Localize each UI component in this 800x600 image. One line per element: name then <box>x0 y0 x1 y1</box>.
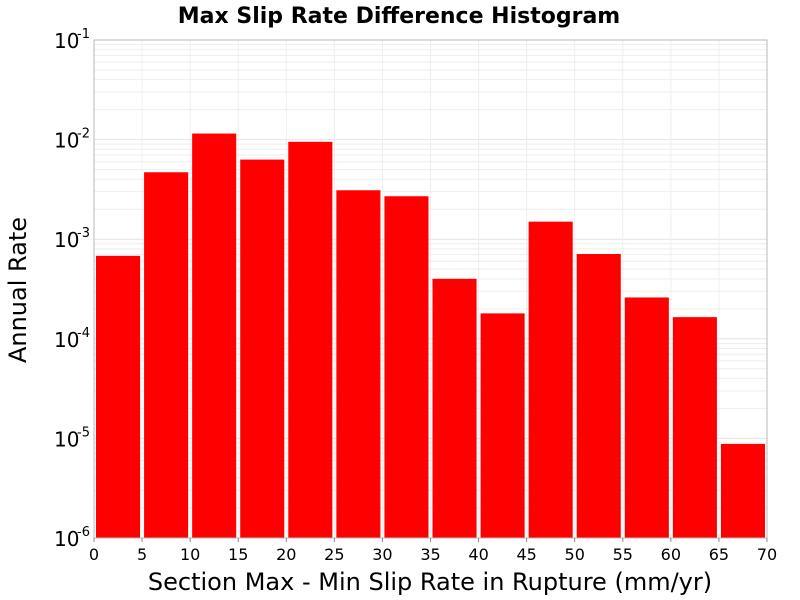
y-tick-label: 10-1 <box>54 27 90 53</box>
histogram-bar <box>480 313 525 538</box>
x-tick-label: 15 <box>228 545 248 564</box>
y-tick-label: 10-3 <box>54 226 90 252</box>
x-tick-label: 5 <box>137 545 147 564</box>
histogram-bar <box>144 172 189 539</box>
x-tick-label: 30 <box>372 545 392 564</box>
x-tick-label: 55 <box>613 545 633 564</box>
y-tick-exponent: -5 <box>77 425 90 440</box>
x-tick-label: 45 <box>516 545 536 564</box>
x-tick-label: 50 <box>565 545 585 564</box>
histogram-bar <box>528 221 573 538</box>
chart-title: Max Slip Rate Difference Histogram <box>178 4 620 29</box>
x-tick-label: 25 <box>324 545 344 564</box>
histogram-bar <box>432 278 477 538</box>
x-tick-label: 40 <box>468 545 488 564</box>
y-tick-base: 10 <box>54 29 79 53</box>
y-tick-label: 10-2 <box>54 127 90 153</box>
y-tick-base: 10 <box>54 328 79 352</box>
y-tick-label: 10-4 <box>54 326 90 352</box>
y-tick-base: 10 <box>54 228 79 252</box>
x-axis-ticks: 0 5 10 15 20 25 30 35 40 45 50 55 60 65 70 <box>89 538 777 564</box>
y-tick-base: 10 <box>54 129 79 153</box>
y-tick-label: 10-6 <box>54 525 90 551</box>
y-tick-base: 10 <box>54 427 79 451</box>
x-tick-label: 65 <box>709 545 729 564</box>
y-tick-exponent: -3 <box>77 226 90 241</box>
y-axis-ticks: 10-610-510-410-310-210-1 <box>54 27 90 551</box>
y-tick-exponent: -1 <box>77 27 90 42</box>
histogram-bar <box>672 317 717 538</box>
histogram-bar <box>384 196 429 538</box>
x-tick-label: 70 <box>757 545 777 564</box>
histogram-bar <box>240 159 285 538</box>
y-tick-exponent: -6 <box>77 525 90 540</box>
x-tick-label: 10 <box>180 545 200 564</box>
histogram-bar <box>576 254 621 539</box>
y-tick-exponent: -4 <box>77 326 90 341</box>
x-tick-label: 60 <box>661 545 681 564</box>
x-tick-label: 35 <box>420 545 440 564</box>
histogram-bar <box>336 190 381 538</box>
y-tick-exponent: -2 <box>77 127 90 142</box>
bars <box>96 133 765 539</box>
y-tick-label: 10-5 <box>54 425 90 451</box>
histogram-bar <box>720 443 765 538</box>
histogram-bar <box>288 141 333 538</box>
y-axis-label: Annual Rate <box>4 217 32 363</box>
x-tick-label: 0 <box>89 545 99 564</box>
histogram-bar <box>192 133 237 538</box>
x-axis-label: Section Max - Min Slip Rate in Rupture (… <box>148 568 712 596</box>
histogram-bar <box>624 297 669 538</box>
x-tick-label: 20 <box>276 545 296 564</box>
histogram-bar <box>96 255 141 538</box>
y-tick-base: 10 <box>54 527 79 551</box>
